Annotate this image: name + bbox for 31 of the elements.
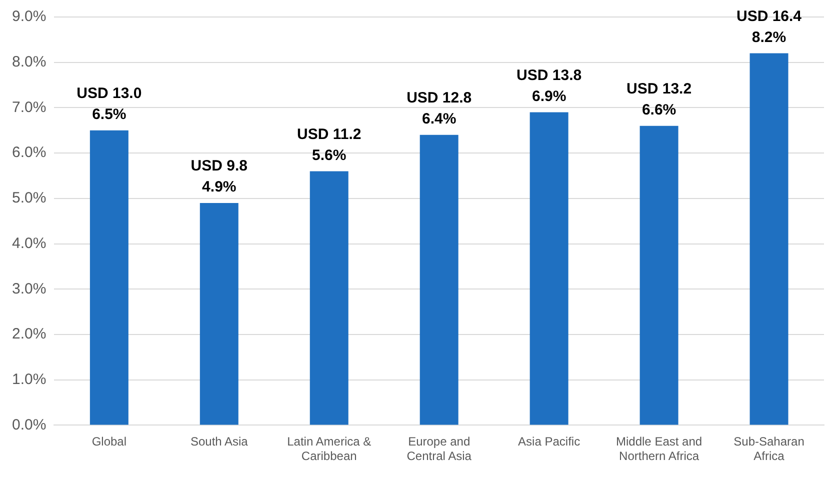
x-tick-label: Latin America & Caribbean [287,434,372,464]
bar [420,134,458,425]
y-tick-label: 8.0% [12,53,46,70]
data-label: USD 11.2 5.6% [297,126,362,164]
y-tick-label: 0.0% [12,416,46,434]
y-tick-label: 1.0% [12,370,46,388]
bar [530,112,568,425]
x-tick-label: Global [92,434,127,449]
x-tick-label: Asia Pacific [518,434,580,449]
data-label: USD 16.4 8.2% [736,8,802,46]
data-label: USD 13.2 6.6% [626,80,692,118]
x-tick-label: South Asia [190,434,248,449]
x-tick-label: Middle East and Northern Africa [616,434,702,464]
y-tick-label: 9.0% [12,8,46,26]
data-label: USD 13.0 6.5% [76,85,142,124]
y-tick-label: 2.0% [12,326,46,343]
bar [750,53,788,425]
bar [640,126,678,425]
y-tick-label: 7.0% [12,98,46,116]
y-tick-label: 6.0% [12,144,46,162]
y-tick-label: 4.0% [12,234,46,252]
bar [200,202,238,425]
data-label: USD 13.8 6.9% [516,66,582,105]
data-label: USD 12.8 6.4% [406,90,472,128]
bar [90,130,128,425]
x-tick-label: Sub-Saharan Africa [734,434,804,464]
y-tick-label: 3.0% [12,280,46,298]
y-tick-label: 5.0% [12,190,46,207]
bar [310,171,348,425]
x-tick-label: Europe and Central Asia [406,434,472,464]
data-label: USD 9.8 4.9% [190,158,248,196]
